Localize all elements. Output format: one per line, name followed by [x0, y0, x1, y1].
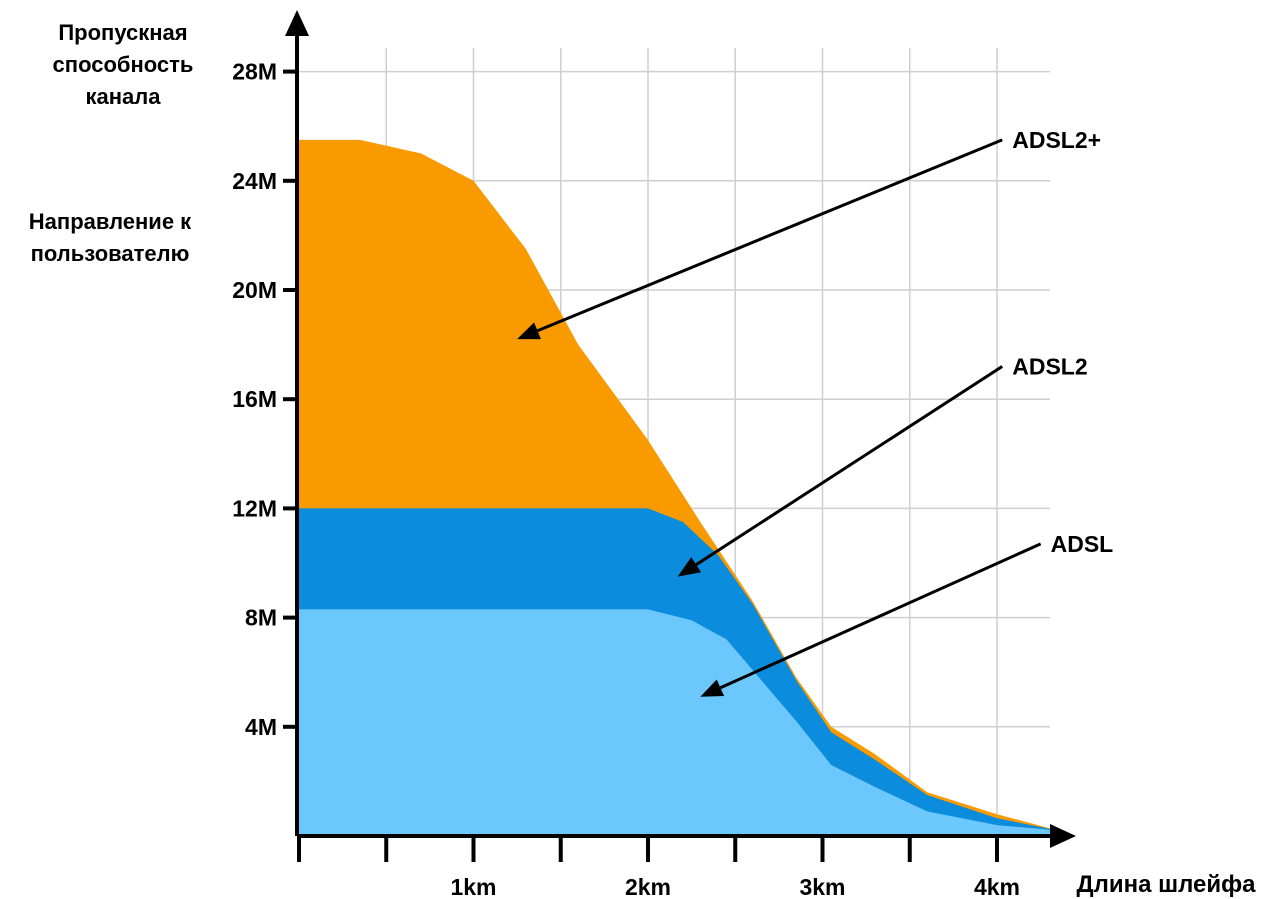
y-tick-label: 16M: [232, 386, 277, 412]
annotation-arrow-line: [536, 138, 1003, 333]
ticks: 4M 8M 12M 16M 20M 24M 28M 1km 2km 3km 4km: [232, 59, 1020, 899]
y-axis-subtitle: Направление к пользователю: [29, 209, 192, 266]
annotation-arrow-line: [719, 542, 1042, 690]
title-line: Пропускная: [58, 20, 187, 45]
plot-areas: [299, 139, 1059, 836]
y-tick-label: 8M: [245, 605, 277, 631]
y-tick-label: 12M: [232, 495, 277, 521]
title-line: Направление к: [29, 209, 192, 234]
annotation-arrowhead: [517, 322, 541, 340]
y-tick-label: 24M: [232, 168, 277, 194]
y-tick-label: 4M: [245, 714, 277, 740]
axis-labels: Пропускная способность канала Направление …: [29, 20, 1256, 898]
annotation-arrowhead: [677, 557, 702, 577]
y-axis-arrowhead: [285, 10, 309, 36]
title-line: канала: [86, 84, 162, 109]
series-area-adsl: [299, 609, 1059, 836]
y-axis-title: Пропускная способность канала: [53, 20, 194, 109]
title-line: способность: [53, 52, 194, 77]
y-tick-label: 28M: [232, 59, 277, 85]
annotations: ADSL2+ ADSL2 ADSL: [517, 127, 1113, 697]
x-tick-label: 2km: [625, 874, 671, 899]
x-axis-title: Длина шлейфа: [1077, 871, 1257, 898]
axes: [285, 10, 1076, 848]
x-tick-label: 1km: [450, 874, 496, 899]
annotation-arrowhead: [700, 679, 725, 697]
annotation-arrow-line: [695, 365, 1004, 566]
x-axis-arrowhead: [1050, 824, 1076, 848]
series-label: ADSL: [1051, 531, 1114, 557]
x-tick-label: 3km: [799, 874, 845, 899]
series-label: ADSL2: [1012, 353, 1087, 379]
title-line: пользователю: [31, 241, 190, 266]
y-tick-label: 20M: [232, 277, 277, 303]
series-label: ADSL2+: [1012, 127, 1101, 153]
x-tick-label: 4km: [974, 874, 1020, 899]
